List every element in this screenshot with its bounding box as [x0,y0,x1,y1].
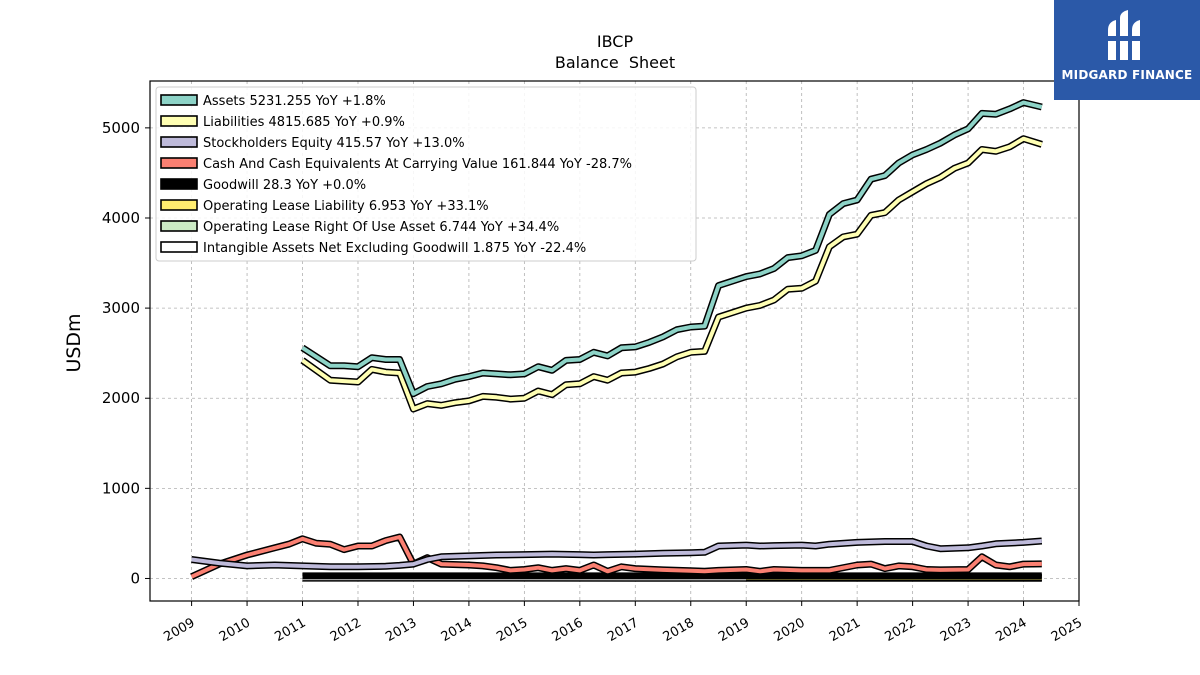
x-tick-label: 2018 [661,615,697,645]
x-tick-label: 2009 [161,615,197,645]
x-tick-label: 2014 [439,615,475,645]
legend-swatch [160,199,198,211]
legend-entry: Goodwill 28.3 YoY +0.0% [203,178,366,193]
x-tick-label: 2016 [550,615,586,645]
x-tick-label: 2024 [993,615,1029,645]
y-tick-label: 0 [130,569,140,587]
x-tick-label: 2019 [716,615,752,645]
x-tick-label: 2017 [605,615,641,645]
midgard-logo-icon [1108,10,1140,60]
legend-entry: Cash And Cash Equivalents At Carrying Va… [203,157,632,172]
legend-swatch [160,178,198,190]
y-tick-label: 2000 [102,389,140,407]
legend-swatch [160,220,198,232]
legend-swatch [160,94,198,106]
legend-swatch [160,241,198,253]
x-tick-label: 2023 [938,615,974,645]
series-line [301,136,1043,411]
legend-entry: Liabilities 4815.685 YoY +0.9% [203,115,405,130]
series-cash-and-cash-equivalents-at-carrying-value [190,533,1042,580]
chart-title: IBCP [597,32,634,51]
brand-logo: MIDGARD FINANCE [1054,0,1200,100]
x-tick-label: 2010 [217,615,253,645]
y-tick-label: 4000 [102,209,140,227]
plot-frame [149,80,1080,602]
chart-subtitle: Balance Sheet [555,53,675,72]
x-tick-label: 2021 [827,615,863,645]
legend-entry: Stockholders Equity 415.57 YoY +13.0% [203,136,465,151]
series-assets [300,99,1043,398]
series-liabilities [300,135,1043,413]
x-tick-label: 2011 [272,615,308,645]
x-tick-label: 2013 [383,615,419,645]
y-axis-label: USDm [63,313,85,372]
y-tick-label: 3000 [102,299,140,317]
x-tick-label: 2025 [1049,615,1085,645]
y-tick-label: 1000 [102,479,140,497]
legend-entry: Operating Lease Liability 6.953 YoY +33.… [203,199,489,214]
x-tick-label: 2022 [882,615,918,645]
y-ticks: 0 1000 2000 3000 4000 5000 [102,119,150,587]
legend-box [155,86,697,262]
series-line [301,100,1043,396]
series-stockholders-equity [191,537,1043,571]
series-line [191,539,1042,569]
x-tick-label: 2015 [494,615,530,645]
legend-swatch [160,157,198,169]
x-tick-label: 2020 [772,615,808,645]
series-layer [190,99,1043,582]
brand-logo-text: MIDGARD FINANCE [1061,68,1193,82]
legend: Assets 5231.255 YoY +1.8% Liabilities 481… [155,86,697,262]
series-line [190,535,1042,579]
legend-entry: Intangible Assets Net Excluding Goodwill… [203,241,586,256]
y-tick-label: 5000 [102,119,140,137]
legend-entry: Operating Lease Right Of Use Asset 6.744… [203,220,559,235]
legend-swatch [160,136,198,148]
x-tick-label: 2012 [328,615,364,645]
legend-swatch [160,115,198,127]
legend-entry: Assets 5231.255 YoY +1.8% [203,94,386,109]
x-ticks: 2009 2010 2011 2012 2013 2014 2015 2016 2017 2018… [161,601,1085,645]
